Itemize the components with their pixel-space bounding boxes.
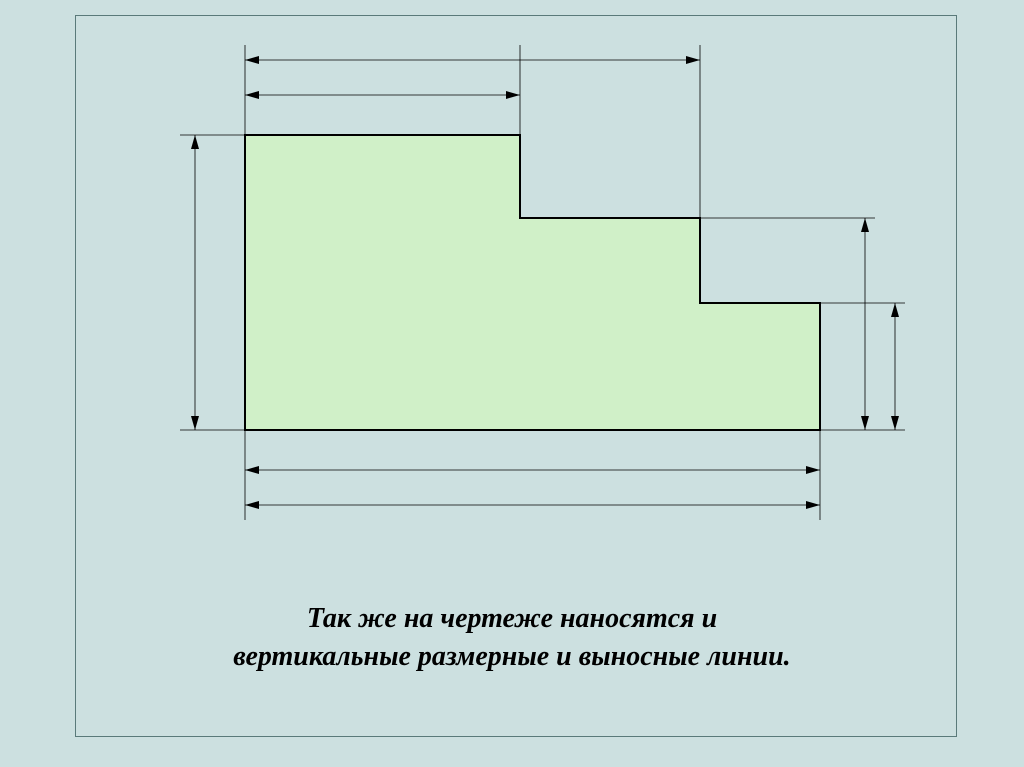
caption-line-2: вертикальные размерные и выносные линии. <box>233 641 790 672</box>
caption: Так же на чертеже наносятся и вертикальн… <box>0 600 1024 676</box>
caption-line-1: Так же на чертеже наносятся и <box>307 603 717 634</box>
